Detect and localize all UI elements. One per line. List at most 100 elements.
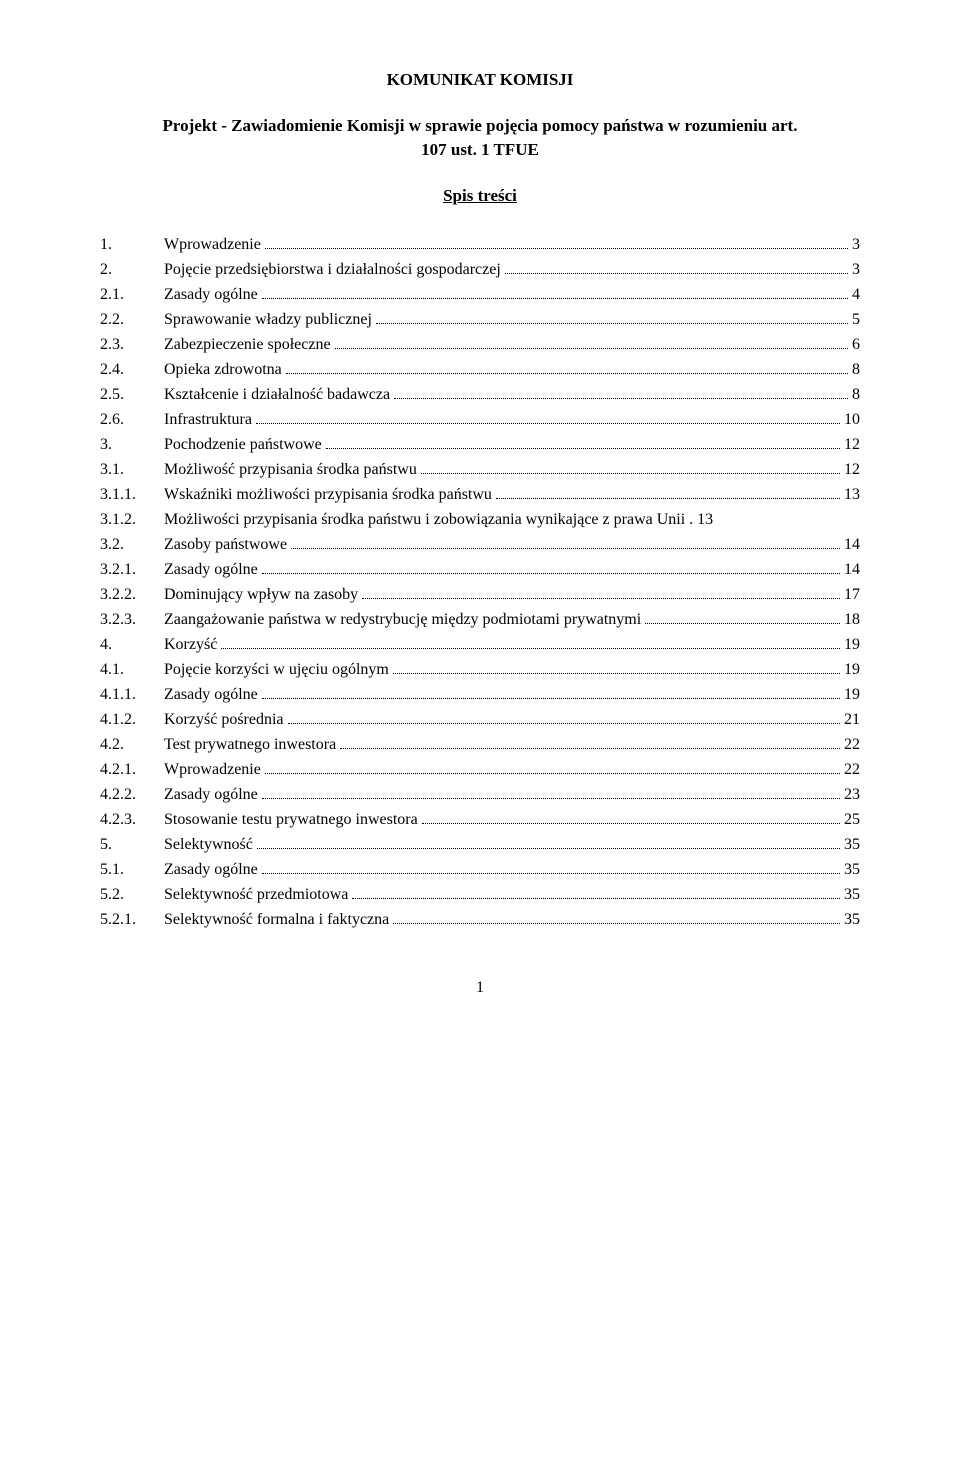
toc-entry-page: 35 [844, 836, 860, 854]
toc-entry-text: Wprowadzenie [164, 761, 261, 779]
toc-leader-dots [340, 748, 840, 749]
toc-entry-text: Wprowadzenie [164, 236, 261, 254]
toc-entry-text: Pojęcie korzyści w ujęciu ogólnym [164, 661, 389, 679]
toc-leader-dots [288, 723, 840, 724]
toc-entry-page: 13 [844, 486, 860, 504]
toc-entry-number: 2. [100, 261, 164, 279]
toc-entry-text: Zasoby państwowe [164, 536, 287, 554]
toc-entry-page: 19 [844, 661, 860, 679]
toc-entry-number: 3.2.1. [100, 561, 164, 579]
toc-row: 3.1.2.Możliwości przypisania środka pańs… [100, 511, 860, 529]
toc-leader-dots [393, 673, 840, 674]
toc-entry-page: 3 [852, 236, 860, 254]
toc-row: 4.Korzyść19 [100, 636, 860, 654]
toc-row: 4.2.2.Zasady ogólne23 [100, 786, 860, 804]
toc-entry-number: 3. [100, 436, 164, 454]
toc-entry-number: 4.1. [100, 661, 164, 679]
toc-row: 5.Selektywność 35 [100, 836, 860, 854]
toc-leader-dots [352, 898, 840, 899]
toc-entry-page: 8 [852, 361, 860, 379]
toc-entry-number: 4.2.1. [100, 761, 164, 779]
toc-entry-text: Zasady ogólne [164, 686, 258, 704]
toc-leader-dots [393, 923, 840, 924]
subtitle-line-1: Projekt - Zawiadomienie Komisji w sprawi… [163, 116, 798, 135]
toc-row: 2.2.Sprawowanie władzy publicznej5 [100, 311, 860, 329]
toc-leader-dots [335, 348, 848, 349]
toc-entry-page: 19 [844, 686, 860, 704]
toc-entry-number: 2.2. [100, 311, 164, 329]
table-of-contents: 1.Wprowadzenie32.Pojęcie przedsiębiorstw… [100, 236, 860, 929]
toc-leader-dots [262, 873, 840, 874]
toc-entry-page: 6 [852, 336, 860, 354]
toc-entry-text: Pojęcie przedsiębiorstwa i działalności … [164, 261, 501, 279]
toc-leader-dots [262, 798, 840, 799]
toc-entry-page: 10 [844, 411, 860, 429]
toc-entry-text: Test prywatnego inwestora [164, 736, 336, 754]
toc-entry-number: 1. [100, 236, 164, 254]
toc-entry-text: Zaangażowanie państwa w redystrybucję mi… [164, 611, 641, 629]
toc-entry-page: 35 [844, 911, 860, 929]
toc-entry-number: 4.2.3. [100, 811, 164, 829]
toc-row: 4.1.2.Korzyść pośrednia21 [100, 711, 860, 729]
toc-entry-page: 17 [844, 586, 860, 604]
toc-entry-page: 18 [844, 611, 860, 629]
toc-leader-dots [221, 648, 840, 649]
toc-entry-text: Zasady ogólne [164, 286, 258, 304]
toc-entry-number: 3.1.2. [100, 511, 164, 529]
toc-row: 3.2.2.Dominujący wpływ na zasoby 17 [100, 586, 860, 604]
toc-entry-number: 5.2. [100, 886, 164, 904]
toc-entry-text: Dominujący wpływ na zasoby [164, 586, 358, 604]
toc-entry-number: 3.2.3. [100, 611, 164, 629]
toc-entry-text: Zabezpieczenie społeczne [164, 336, 331, 354]
toc-row: 4.1.1.Zasady ogólne19 [100, 686, 860, 704]
toc-entry-text: Selektywność [164, 836, 253, 854]
toc-row: 3.1.1.Wskaźniki możliwości przypisania ś… [100, 486, 860, 504]
toc-row: 3.Pochodzenie państwowe 12 [100, 436, 860, 454]
toc-entry-text: Możliwość przypisania środka państwu [164, 461, 417, 479]
toc-title: Spis treści [100, 186, 860, 206]
toc-entry-text: Zasady ogólne [164, 861, 258, 879]
toc-entry-page: 23 [844, 786, 860, 804]
toc-entry-number: 3.2. [100, 536, 164, 554]
toc-entry-page: 3 [852, 261, 860, 279]
toc-entry-text: Pochodzenie państwowe [164, 436, 322, 454]
toc-row: 4.1.Pojęcie korzyści w ujęciu ogólnym 19 [100, 661, 860, 679]
toc-leader-dots [496, 498, 840, 499]
toc-leader-dots [262, 698, 840, 699]
toc-entry-page: 12 [844, 461, 860, 479]
toc-leader-dots [265, 773, 840, 774]
toc-row: 3.2.3.Zaangażowanie państwa w redystrybu… [100, 611, 860, 629]
toc-entry-text: Korzyść [164, 636, 217, 654]
page-number: 1 [100, 979, 860, 997]
toc-leader-dots [326, 448, 840, 449]
toc-entry-text: Selektywność przedmiotowa [164, 886, 348, 904]
toc-leader-dots [256, 423, 840, 424]
toc-entry-number: 2.1. [100, 286, 164, 304]
document-heading: KOMUNIKAT KOMISJI [100, 70, 860, 90]
subtitle-line-2: 107 ust. 1 TFUE [421, 140, 539, 159]
toc-entry-text: Korzyść pośrednia [164, 711, 284, 729]
toc-entry-number: 2.3. [100, 336, 164, 354]
toc-row: 5.1.Zasady ogólne35 [100, 861, 860, 879]
toc-entry-number: 3.2.2. [100, 586, 164, 604]
toc-entry-page: 12 [844, 436, 860, 454]
toc-row: 2.Pojęcie przedsiębiorstwa i działalnośc… [100, 261, 860, 279]
toc-entry-page: 5 [852, 311, 860, 329]
toc-entry-text: Kształcenie i działalność badawcza [164, 386, 390, 404]
toc-leader-dots [394, 398, 848, 399]
toc-entry-text: Zasady ogólne [164, 561, 258, 579]
toc-leader-dots [422, 823, 840, 824]
toc-leader-dots [505, 273, 848, 274]
toc-entry-page: 22 [844, 761, 860, 779]
toc-entry-number: 5.1. [100, 861, 164, 879]
toc-entry-number: 4.1.2. [100, 711, 164, 729]
toc-row: 4.2.Test prywatnego inwestora22 [100, 736, 860, 754]
toc-entry-page: 22 [844, 736, 860, 754]
toc-entry-number: 5. [100, 836, 164, 854]
toc-row: 4.2.3.Stosowanie testu prywatnego inwest… [100, 811, 860, 829]
toc-entry-number: 4. [100, 636, 164, 654]
toc-row: 2.3.Zabezpieczenie społeczne 6 [100, 336, 860, 354]
toc-entry-number: 2.5. [100, 386, 164, 404]
toc-row: 2.6.Infrastruktura10 [100, 411, 860, 429]
document-subtitle: Projekt - Zawiadomienie Komisji w sprawi… [100, 114, 860, 162]
